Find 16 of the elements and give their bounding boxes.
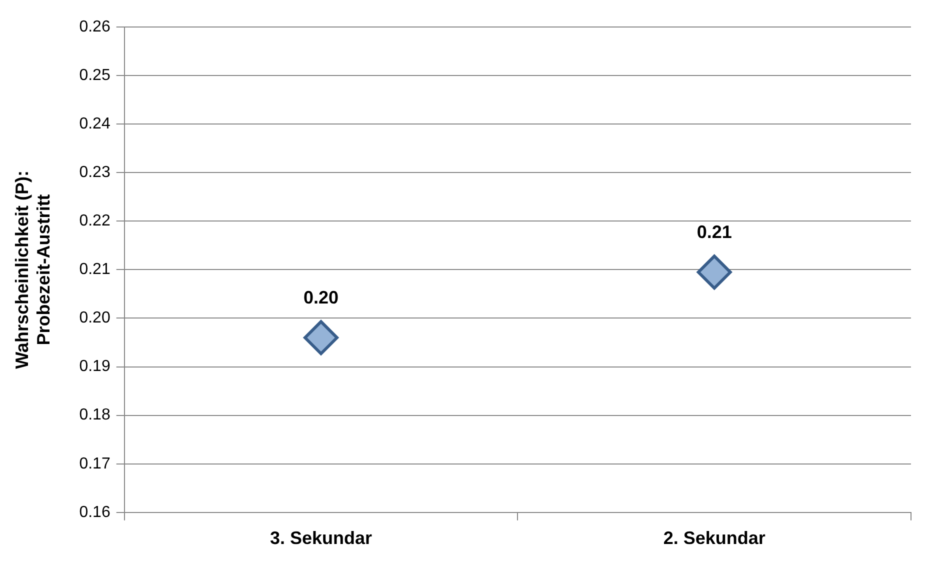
x-tick-label: 2. Sekundar xyxy=(663,528,766,548)
y-tick-label: 0.22 xyxy=(79,212,110,230)
y-axis-title: Wahrscheinlichkeit (P): Probezeit-Austritt xyxy=(12,170,54,369)
data-label: 0.21 xyxy=(696,222,732,242)
y-tick-label: 0.20 xyxy=(79,310,110,327)
y-tick-label: 0.24 xyxy=(79,115,110,132)
y-tick-label: 0.25 xyxy=(79,66,110,84)
y-tick-label: 0.21 xyxy=(79,261,110,278)
data-label: 0.20 xyxy=(303,288,339,308)
y-tick-label: 0.16 xyxy=(79,504,110,521)
y-tick-label: 0.23 xyxy=(79,164,110,182)
x-tick-label: 3. Sekundar xyxy=(270,528,372,548)
y-tick-label: 0.26 xyxy=(79,18,110,36)
y-tick-label: 0.18 xyxy=(79,406,110,424)
y-tick-label: 0.17 xyxy=(79,455,110,472)
y-tick-label: 0.19 xyxy=(79,358,110,376)
